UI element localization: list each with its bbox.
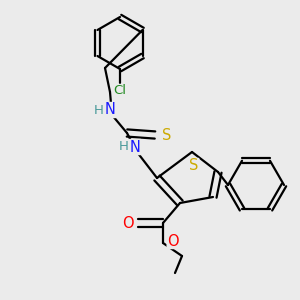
Text: H: H bbox=[94, 103, 104, 116]
Text: S: S bbox=[189, 158, 199, 173]
Text: Cl: Cl bbox=[113, 85, 127, 98]
Text: N: N bbox=[105, 103, 116, 118]
Text: O: O bbox=[167, 233, 179, 248]
Text: N: N bbox=[130, 140, 140, 154]
Text: O: O bbox=[122, 215, 134, 230]
Text: H: H bbox=[119, 140, 129, 154]
Text: S: S bbox=[162, 128, 172, 142]
